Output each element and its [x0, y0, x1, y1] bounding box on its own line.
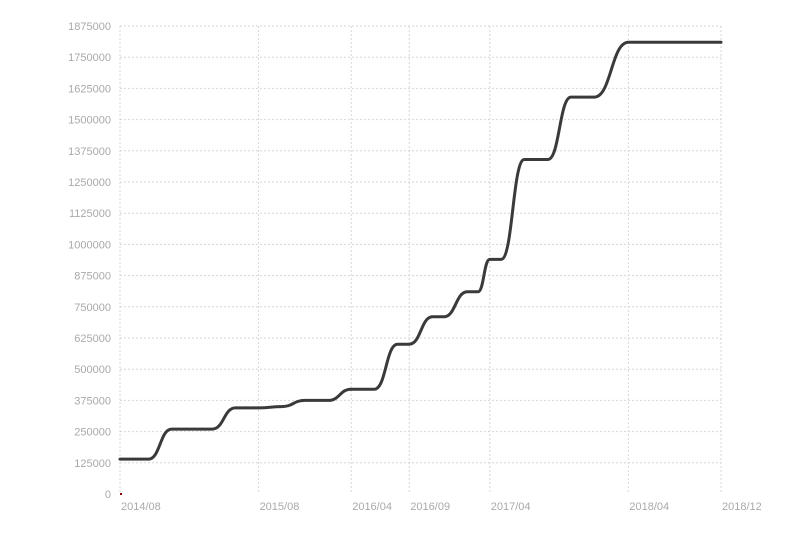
- x-tick-label: 2016/04: [352, 501, 392, 513]
- y-tick-label: 1250000: [68, 177, 111, 189]
- grid: [119, 25, 722, 494]
- x-tick-label: 2018/04: [629, 501, 669, 513]
- x-axis-tick-labels: 2014/08 2015/08 2016/04 2016/09 2017/04 2018/…: [121, 501, 762, 513]
- y-tick-label: 1625000: [68, 83, 111, 95]
- series-line: [118, 40, 723, 461]
- x-tick-label: 2014/08: [121, 501, 161, 513]
- y-tick-label: 1125000: [69, 208, 111, 220]
- y-tick-label: 1875000: [68, 21, 111, 33]
- x-tick-label: 2015/08: [260, 501, 300, 513]
- y-tick-label: 0: [105, 489, 111, 501]
- y-tick-label: 1000000: [68, 239, 111, 251]
- y-tick-label: 125000: [74, 458, 111, 470]
- y-tick-label: 1750000: [68, 52, 111, 64]
- y-tick-label: 875000: [74, 271, 111, 283]
- y-tick-label: 1500000: [68, 115, 111, 127]
- y-tick-label: 1375000: [68, 146, 111, 158]
- x-tick-label: 2016/09: [410, 501, 450, 513]
- y-tick-label: 750000: [74, 302, 111, 314]
- x-tick-label: 2018/12: [722, 501, 762, 513]
- y-tick-label: 250000: [74, 427, 111, 439]
- y-tick-label: 625000: [74, 333, 111, 345]
- y-axis-tick-labels: 0 125000 250000 375000 500000 625000 750000 875…: [68, 21, 111, 501]
- y-tick-label: 375000: [74, 395, 111, 407]
- x-tick-label: 2017/04: [491, 501, 531, 513]
- y-tick-label: 500000: [74, 364, 111, 376]
- series-layer: [118, 40, 723, 461]
- origin-marker: [120, 493, 122, 495]
